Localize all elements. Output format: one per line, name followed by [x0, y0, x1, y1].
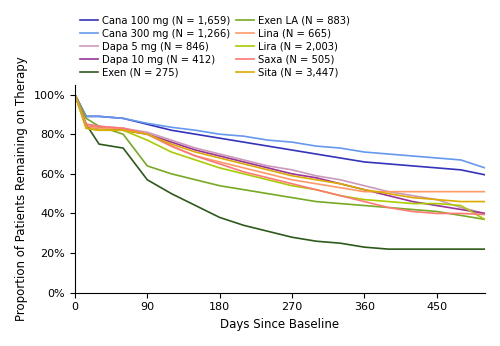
Legend: Cana 100 mg (N = 1,659), Cana 300 mg (N = 1,266), Dapa 5 mg (N = 846), Dapa 10 m: Cana 100 mg (N = 1,659), Cana 300 mg (N … [80, 16, 350, 78]
X-axis label: Days Since Baseline: Days Since Baseline [220, 318, 340, 331]
Y-axis label: Proportion of Patients Remaining on Therapy: Proportion of Patients Remaining on Ther… [15, 56, 28, 321]
